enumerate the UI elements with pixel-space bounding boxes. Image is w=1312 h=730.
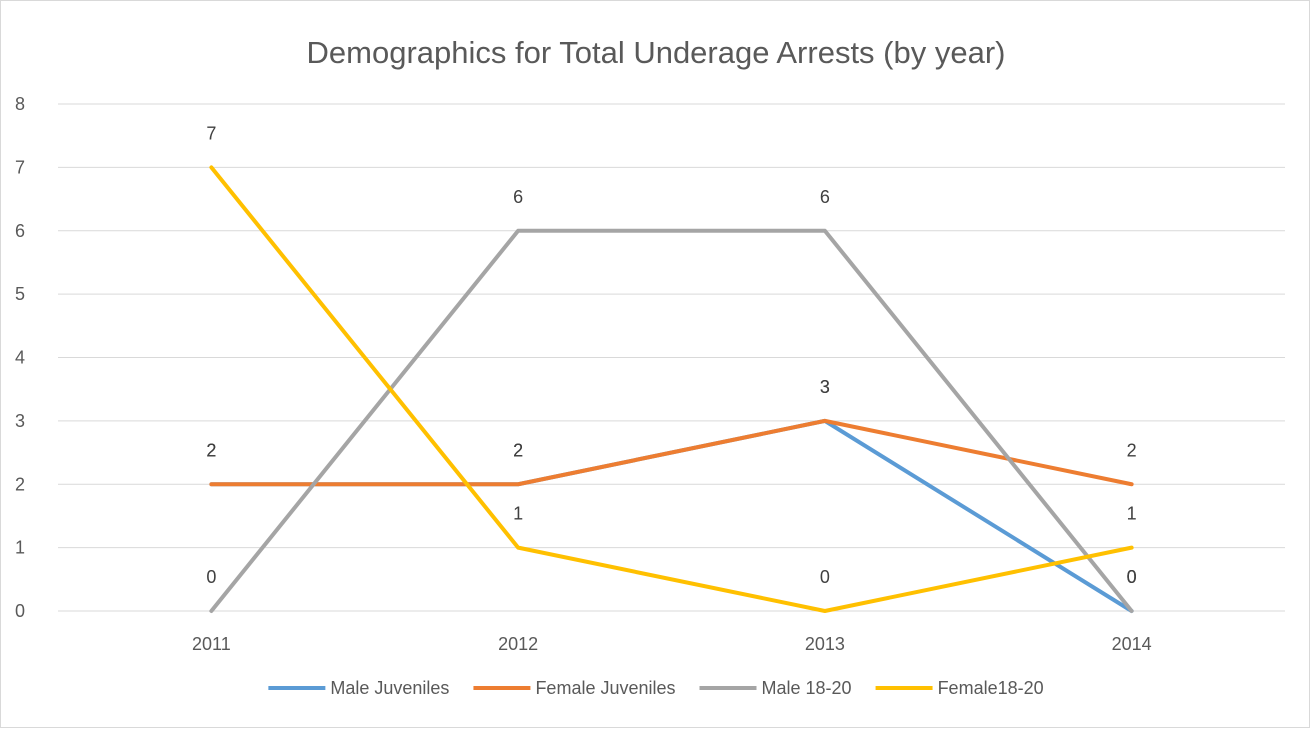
legend: Male Juveniles Female Juveniles Male 18-20… (268, 678, 1044, 698)
y-tick-label: 6 (15, 221, 25, 241)
series-lines (209, 165, 1134, 613)
data-label: 0 (1127, 567, 1137, 587)
data-label: 7 (206, 123, 216, 143)
legend-entry: Female18-20 (938, 678, 1044, 698)
series-line-male-18-20 (209, 228, 1134, 613)
data-label: 0 (1127, 567, 1137, 587)
legend-entry: Male Juveniles (330, 678, 449, 698)
y-tick-label: 0 (15, 601, 25, 621)
y-tick-label: 5 (15, 284, 25, 304)
data-label: 0 (206, 567, 216, 587)
legend-entry: Female Juveniles (535, 678, 675, 698)
y-tick-label: 7 (15, 157, 25, 177)
data-label: 3 (820, 377, 830, 397)
y-axis-ticks: 0 1 2 3 4 5 6 7 8 (15, 94, 25, 621)
x-axis-ticks: 2011 2012 2013 2014 (192, 634, 1152, 654)
gridlines (58, 103, 1285, 612)
y-tick-label: 2 (15, 474, 25, 494)
data-label: 2 (206, 440, 216, 460)
data-label: 1 (1127, 504, 1137, 524)
y-tick-label: 3 (15, 411, 25, 431)
y-tick-label: 1 (15, 538, 25, 558)
chart-title: Demographics for Total Underage Arrests … (307, 35, 1006, 70)
y-tick-label: 4 (15, 348, 25, 368)
data-label: 2 (206, 440, 216, 460)
x-tick-label: 2012 (498, 634, 538, 654)
x-tick-label: 2014 (1112, 634, 1152, 654)
data-label: 0 (820, 567, 830, 587)
data-label: 2 (1127, 440, 1137, 460)
data-label: 2 (513, 440, 523, 460)
y-tick-label: 8 (15, 94, 25, 114)
series-line-female18-20 (209, 165, 1134, 613)
data-label: 6 (513, 187, 523, 207)
series-line-female-juveniles (209, 418, 1134, 487)
data-label: 6 (820, 187, 830, 207)
series-line-male-juveniles (209, 418, 1134, 613)
x-tick-label: 2013 (805, 634, 845, 654)
data-label: 2 (513, 440, 523, 460)
data-label: 3 (820, 377, 830, 397)
data-label: 1 (513, 504, 523, 524)
legend-entry: Male 18-20 (762, 678, 852, 698)
x-tick-label: 2011 (192, 634, 231, 654)
